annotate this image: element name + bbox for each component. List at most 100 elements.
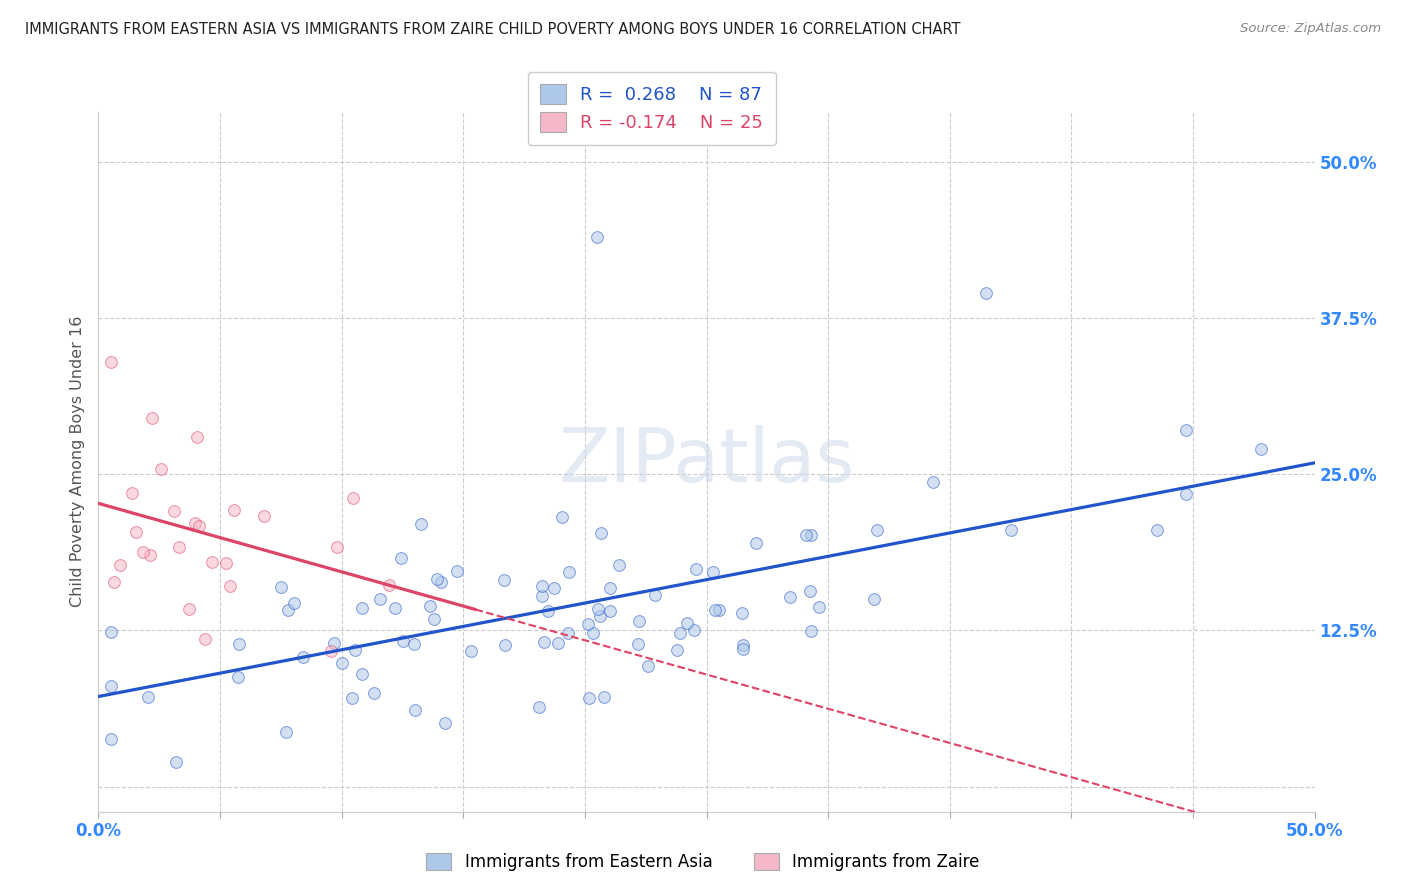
Point: [1174, 423, 1197, 437]
Point: [531, 579, 554, 593]
Point: [423, 612, 446, 626]
Point: [702, 565, 724, 579]
Point: [607, 558, 630, 573]
Legend: R =  0.268    N = 87, R = -0.174    N = 25: R = 0.268 N = 87, R = -0.174 N = 25: [527, 71, 776, 145]
Point: [377, 577, 399, 591]
Point: [1175, 487, 1198, 501]
Point: [100, 679, 122, 693]
Point: [745, 536, 768, 550]
Point: [131, 545, 153, 559]
Point: [100, 354, 122, 368]
Point: [277, 602, 299, 616]
Point: [141, 410, 163, 425]
Point: [863, 592, 886, 607]
Point: [186, 430, 208, 444]
Point: [433, 715, 456, 730]
Point: [460, 644, 482, 658]
Point: [149, 462, 172, 476]
Point: [731, 606, 754, 620]
Point: [733, 638, 755, 652]
Point: [103, 574, 125, 589]
Point: [292, 650, 315, 665]
Point: [253, 508, 276, 523]
Point: [100, 625, 122, 640]
Point: [402, 637, 425, 651]
Point: [547, 635, 569, 649]
Point: [138, 690, 160, 704]
Text: IMMIGRANTS FROM EASTERN ASIA VS IMMIGRANTS FROM ZAIRE CHILD POVERTY AMONG BOYS U: IMMIGRANTS FROM EASTERN ASIA VS IMMIGRAN…: [25, 22, 960, 37]
Legend: Immigrants from Eastern Asia, Immigrants from Zaire: Immigrants from Eastern Asia, Immigrants…: [418, 845, 988, 880]
Point: [389, 550, 412, 565]
Point: [543, 581, 565, 595]
Point: [404, 703, 426, 717]
Point: [121, 485, 143, 500]
Point: [215, 556, 238, 570]
Point: [492, 574, 515, 588]
Point: [588, 602, 610, 616]
Point: [201, 555, 224, 569]
Point: [589, 526, 612, 541]
Point: [179, 602, 201, 616]
Point: [392, 634, 415, 648]
Point: [169, 540, 191, 554]
Point: [368, 591, 391, 606]
Point: [184, 516, 207, 530]
Point: [1146, 524, 1168, 538]
Point: [222, 502, 245, 516]
Point: [363, 686, 385, 700]
Point: [409, 517, 432, 532]
Point: [226, 669, 249, 683]
Point: [384, 601, 406, 615]
Point: [165, 755, 187, 769]
Point: [685, 562, 707, 576]
Point: [446, 564, 468, 578]
Point: [1250, 442, 1272, 456]
Point: [194, 632, 217, 646]
Point: [665, 643, 688, 657]
Point: [599, 581, 621, 595]
Point: [1000, 524, 1022, 538]
Point: [582, 626, 605, 640]
Point: [100, 732, 122, 747]
Point: [637, 659, 659, 673]
Point: [274, 724, 297, 739]
Point: [627, 637, 650, 651]
Point: [644, 588, 666, 602]
Point: [530, 589, 553, 603]
Point: [799, 583, 821, 598]
Text: ZIPatlas: ZIPatlas: [558, 425, 855, 498]
Point: [322, 636, 344, 650]
Point: [344, 643, 367, 657]
Point: [426, 572, 449, 586]
Point: [419, 599, 441, 613]
Point: [270, 580, 292, 594]
Point: [342, 491, 364, 505]
Point: [557, 626, 579, 640]
Point: [326, 540, 349, 554]
Point: [350, 667, 373, 681]
Point: [430, 574, 453, 589]
Y-axis label: Child Poverty Among Boys Under 16: Child Poverty Among Boys Under 16: [69, 316, 84, 607]
Point: [330, 656, 353, 670]
Point: [218, 579, 240, 593]
Point: [578, 690, 600, 705]
Point: [709, 603, 731, 617]
Point: [703, 603, 725, 617]
Point: [627, 614, 650, 628]
Point: [342, 690, 364, 705]
Point: [125, 525, 148, 540]
Point: [283, 596, 305, 610]
Point: [593, 690, 616, 704]
Point: [576, 616, 599, 631]
Point: [228, 637, 250, 651]
Point: [796, 527, 818, 541]
Point: [800, 528, 823, 542]
Point: [537, 604, 560, 618]
Point: [529, 700, 551, 714]
Point: [731, 642, 754, 657]
Point: [683, 624, 706, 638]
Point: [352, 601, 374, 615]
Point: [187, 519, 209, 533]
Point: [974, 285, 997, 300]
Point: [589, 608, 612, 623]
